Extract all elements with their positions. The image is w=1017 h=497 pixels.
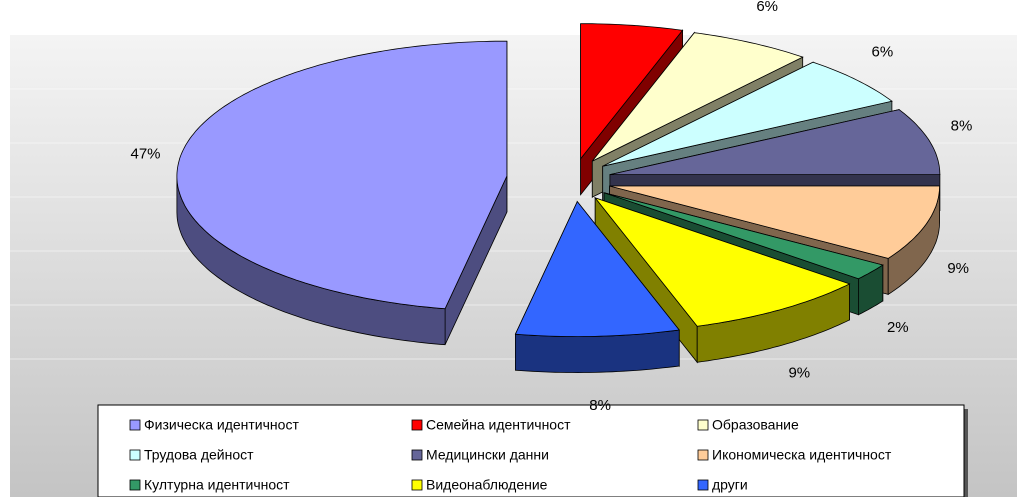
data-label: 6% (756, 0, 778, 15)
slice (176, 40, 508, 310)
legend-swatch (129, 449, 141, 461)
legend-swatch (411, 479, 423, 491)
slice (602, 61, 893, 167)
legend (97, 404, 965, 497)
legend-swatch (411, 419, 423, 431)
legend-label: Културна идентичност (144, 477, 290, 493)
slice (609, 185, 941, 259)
legend-swatch (697, 419, 709, 431)
pie (176, 23, 941, 374)
legend-swatch (129, 419, 141, 431)
legend-label: Образование (712, 417, 799, 433)
legend-label: Икономическа идентичност (712, 447, 892, 463)
legend-swatch (411, 449, 423, 461)
legend-label: Медицински данни (426, 447, 549, 463)
legend-label: Видеонаблюдение (426, 477, 548, 493)
legend-swatch (697, 449, 709, 461)
data-label: 47% (130, 145, 160, 162)
slice (514, 200, 680, 338)
data-label: 6% (872, 44, 894, 61)
slice (591, 32, 804, 162)
legend-swatch (129, 479, 141, 491)
data-label: 9% (788, 364, 810, 381)
slice (594, 197, 851, 327)
slice (580, 23, 684, 160)
legend-label: други (712, 477, 748, 493)
data-label: 8% (589, 397, 611, 414)
data-label: 8% (951, 118, 973, 135)
slice (603, 192, 884, 280)
legend-label: Физическа идентичност (144, 417, 299, 433)
data-label: 9% (947, 260, 969, 277)
legend-label: Трудова дейност (144, 447, 254, 463)
legend-label: Семейна идентичност (426, 417, 571, 433)
data-label: 2% (887, 319, 909, 336)
slice (609, 109, 941, 176)
legend-items: Физическа идентичност Семейна идентичност… (129, 417, 892, 493)
legend-swatch (697, 479, 709, 491)
